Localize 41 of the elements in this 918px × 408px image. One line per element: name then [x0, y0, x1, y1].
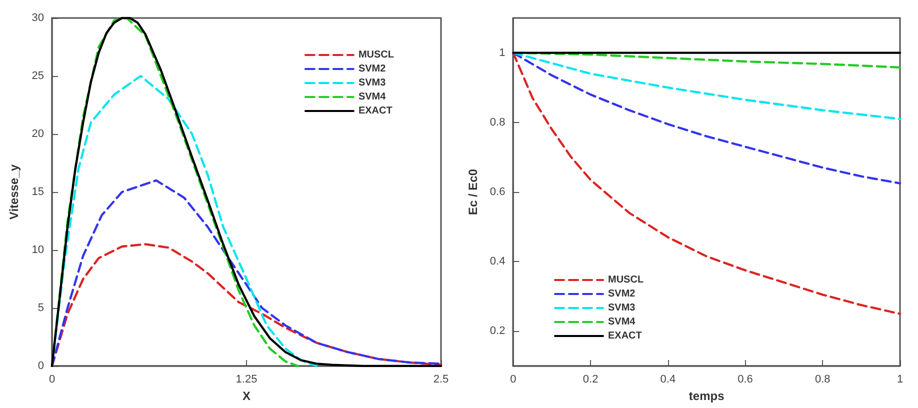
y-axis-title: Vitesse_y: [7, 164, 21, 220]
legend-label: SVM4: [608, 316, 636, 328]
x-tick-label: 2.5: [433, 374, 449, 386]
x-tick-label: 0.4: [660, 374, 676, 386]
legend-label: SVM2: [608, 288, 636, 300]
x-tick-label: 0.8: [814, 374, 830, 386]
x-axis-title: X: [242, 388, 251, 403]
legend-label: MUSCL: [358, 50, 394, 60]
line-series: [512, 52, 902, 69]
y-axis-title: Ec / Ec0: [466, 168, 480, 216]
x-tick-label: 1.25: [236, 374, 258, 386]
y-tick-label: 15: [32, 186, 44, 198]
x-tick-label: 1: [896, 374, 904, 386]
x-axis-title: temps: [688, 388, 725, 403]
x-tick-label: 0.2: [582, 374, 598, 386]
line-series: [50, 16, 442, 368]
y-tick-label: 0.6: [490, 186, 506, 198]
y-tick-label: 10: [32, 244, 44, 256]
y-tick-label: 20: [32, 128, 44, 140]
line-series: [512, 52, 902, 184]
legend-label: EXACT: [358, 106, 392, 116]
y-tick-label: 0.2: [490, 325, 506, 338]
line-series: [512, 52, 902, 120]
y-tick-label: 0: [38, 360, 44, 372]
y-tick-label: 25: [32, 70, 44, 82]
legend-label: MUSCL: [608, 274, 644, 286]
x-tick-label: 0: [48, 374, 56, 386]
y-tick-label: 0.8: [490, 116, 506, 128]
line-series: [50, 74, 318, 368]
legend-label: EXACT: [608, 330, 642, 342]
y-tick-label: 1: [499, 46, 506, 59]
legend-label: SVM4: [358, 92, 386, 102]
legend-label: SVM3: [358, 78, 386, 88]
legend-label: SVM2: [358, 64, 386, 74]
x-tick-label: 0.6: [738, 374, 753, 386]
y-tick-label: 30: [32, 12, 44, 24]
line-series: [512, 52, 902, 315]
y-tick-label: 5: [38, 302, 44, 314]
x-tick-label: 0: [510, 374, 516, 386]
legend-label: SVM3: [608, 302, 636, 314]
y-tick-label: 0.4: [490, 256, 506, 268]
